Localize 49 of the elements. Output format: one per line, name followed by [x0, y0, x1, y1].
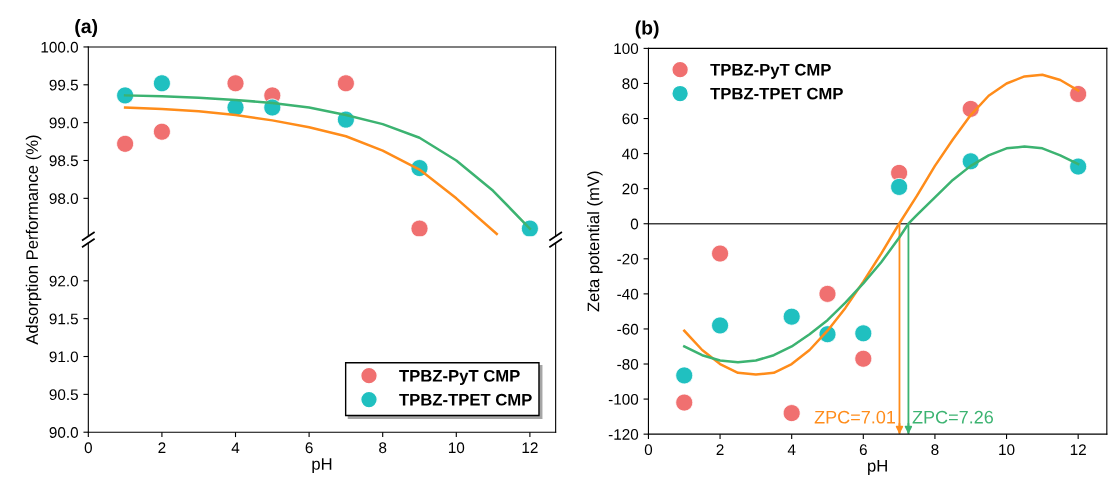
y-tick-label: 60 [622, 113, 639, 125]
y-tick-label: 90.0 [49, 427, 79, 438]
y-tick-label: 99.5 [49, 79, 78, 91]
y-tick-label: -40 [617, 288, 639, 300]
y-tick-label: 90.5 [49, 389, 78, 401]
y-tick-label: -20 [617, 253, 639, 265]
y-tick-label: 0 [630, 218, 639, 230]
x-tick-label: 2 [158, 442, 166, 454]
legend-label: TPBZ-PyT CMP [710, 63, 831, 79]
y-tick-label: -60 [617, 323, 639, 335]
legend-label: TPBZ-TPET CMP [399, 393, 532, 406]
ref-line-label: ZPC=7.26 [912, 410, 994, 424]
ref-line-label: ZPC=7.01 [814, 410, 896, 424]
x-tick-label: 4 [787, 444, 796, 455]
legend-label: TPBZ-PyT CMP [399, 369, 520, 386]
y-tick-label: 92.0 [49, 275, 79, 287]
y-tick-label: 80 [622, 78, 639, 90]
x-axis-title: pH [868, 460, 887, 476]
y-tick-label: 100.0 [41, 41, 79, 53]
y-tick-label: -80 [617, 358, 639, 370]
x-tick-label: 12 [522, 442, 538, 454]
y-tick-label: 98.0 [49, 193, 79, 205]
point [818, 284, 837, 303]
y-tick-label: 98.5 [49, 155, 78, 167]
y-tick-label: -120 [608, 429, 639, 440]
x-tick-label: 6 [305, 442, 313, 454]
x-tick-label: 0 [84, 442, 92, 454]
chart-title: (a) [75, 18, 98, 38]
x-axis-title: pH [312, 458, 332, 474]
x-tick-label: 8 [931, 444, 939, 456]
y-tick-label: 91.0 [49, 351, 79, 363]
y-tick-label: 40 [622, 148, 639, 160]
y-tick-label: -100 [608, 393, 639, 405]
x-tick-label: 4 [231, 442, 240, 454]
y-tick-label: 20 [622, 183, 639, 195]
y-tick-label: 91.5 [49, 313, 78, 325]
y-tick-label: 100 [614, 43, 639, 55]
y-axis-title: Zeta potential (mV) [587, 171, 603, 312]
legend-label: TPBZ-TPET CMP [710, 87, 843, 100]
x-tick-label: 10 [448, 442, 465, 454]
y-axis-title: Adsorption Performance (%) [25, 135, 42, 345]
x-tick-label: 10 [999, 444, 1015, 456]
x-tick-label: 0 [644, 444, 653, 456]
x-tick-label: 8 [379, 442, 387, 454]
x-tick-label: 12 [1070, 444, 1086, 455]
x-tick-label: 6 [859, 444, 867, 456]
y-tick-label: 99.0 [49, 117, 79, 129]
chart-title: (b) [635, 20, 659, 39]
x-tick-label: 2 [716, 444, 724, 455]
